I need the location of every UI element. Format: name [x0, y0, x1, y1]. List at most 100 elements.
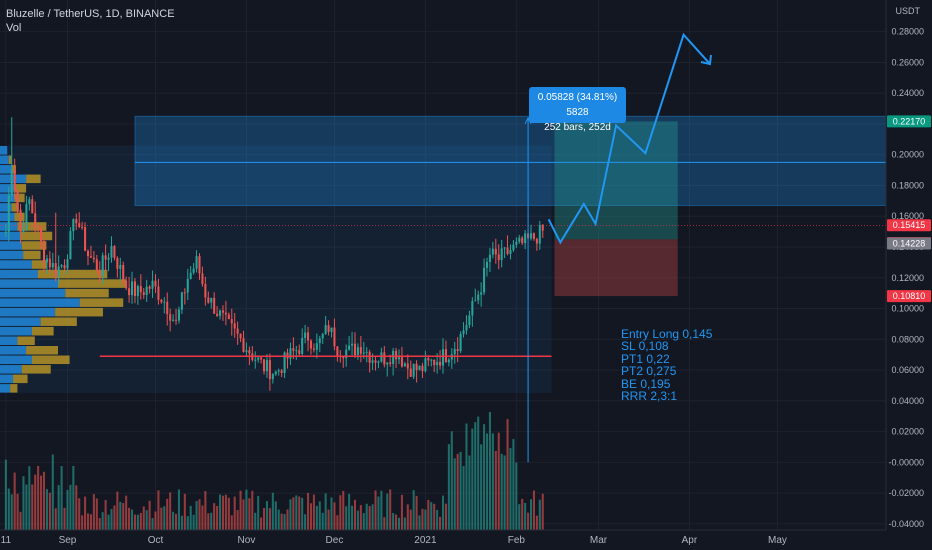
- volume-bar: [494, 450, 497, 530]
- volume-bar: [389, 489, 392, 530]
- candle: [535, 238, 538, 244]
- volume-profile-bar: [0, 365, 22, 374]
- candle: [342, 355, 345, 359]
- candle: [142, 292, 145, 295]
- volume-bar: [139, 512, 142, 530]
- candle: [10, 169, 13, 196]
- candle: [515, 241, 518, 245]
- volume-profile-bar: [0, 145, 8, 155]
- candle: [242, 338, 245, 352]
- volume-profile-bar: [13, 374, 28, 384]
- candle: [538, 224, 541, 244]
- candle: [324, 325, 327, 335]
- volume-bar: [28, 466, 31, 530]
- candle: [45, 258, 48, 263]
- candle: [216, 313, 219, 316]
- volume-bar: [380, 490, 383, 530]
- volume-bar: [230, 515, 233, 530]
- volume-bar: [242, 499, 245, 530]
- candle: [263, 359, 266, 372]
- candle: [128, 288, 131, 296]
- trade-note: SL 0,108: [621, 339, 669, 354]
- volume-profile-bar: [8, 155, 12, 165]
- volume-bar: [342, 490, 345, 530]
- y-tick-label: 0.10000: [891, 304, 924, 314]
- volume-profile-bar: [37, 269, 108, 279]
- trade-note: PT2 0,275: [621, 364, 677, 379]
- volume-bar: [503, 455, 506, 530]
- y-tick-label: 0.02000: [891, 427, 924, 437]
- candle: [42, 241, 46, 263]
- candle: [289, 348, 292, 359]
- candle: [268, 360, 271, 380]
- volume-profile-bar: [20, 231, 53, 241]
- volume-bar: [125, 495, 128, 530]
- volume-bar: [444, 503, 447, 530]
- volume-bar: [221, 495, 224, 530]
- volume-bar: [330, 497, 333, 530]
- candle: [92, 257, 95, 260]
- candle: [195, 256, 198, 269]
- volume-bar: [465, 423, 468, 530]
- volume-bar: [98, 518, 101, 530]
- volume-bar: [104, 499, 107, 530]
- candle: [427, 358, 430, 361]
- candle: [207, 297, 210, 303]
- volume-bar: [307, 492, 310, 530]
- volume-bar: [10, 494, 13, 530]
- candle: [192, 268, 195, 273]
- volume-bar: [436, 509, 439, 530]
- price-label: 0.10810: [893, 291, 926, 301]
- volume-profile-bar: [0, 269, 38, 279]
- candle: [312, 348, 315, 350]
- candle: [89, 256, 92, 258]
- volume-profile-bar: [21, 365, 51, 374]
- candle: [524, 233, 527, 244]
- volume-profile-bar: [40, 317, 77, 326]
- candle: [204, 284, 207, 298]
- volume-bar: [321, 512, 324, 530]
- volume-bar: [462, 466, 465, 530]
- volume-profile-bar: [11, 165, 16, 174]
- volume-profile-bar: [0, 184, 15, 193]
- volume-profile-bar: [0, 336, 18, 345]
- volume-bar: [356, 510, 359, 530]
- volume-bar: [474, 422, 477, 530]
- candle: [166, 301, 169, 315]
- volume-bar: [130, 509, 134, 530]
- volume-bar: [22, 476, 25, 530]
- projection-path: [547, 32, 711, 245]
- volume-bar: [227, 497, 230, 530]
- volume-bar: [512, 439, 515, 530]
- candle: [107, 257, 110, 260]
- measure-tooltip-line1: 0.05828 (34.81%) 5828: [537, 92, 618, 118]
- trade-notes: Entry Long 0,145 SL 0,108 PT1 0,22 PT2 0…: [621, 327, 713, 403]
- candle: [348, 345, 351, 350]
- candle: [415, 363, 418, 371]
- candle: [351, 343, 354, 346]
- candle: [4, 231, 7, 233]
- volume-profile-bar: [0, 317, 41, 326]
- candle: [474, 300, 477, 302]
- candle: [16, 190, 19, 210]
- volume-bar: [345, 506, 348, 530]
- candle: [488, 254, 491, 262]
- volume-bar: [459, 451, 462, 530]
- volume-bar: [7, 488, 10, 530]
- candle: [509, 250, 512, 254]
- candle: [66, 259, 69, 269]
- candle: [274, 371, 277, 375]
- volume-bar: [19, 511, 22, 530]
- trade-note: Entry Long 0,145: [621, 327, 713, 341]
- x-tick-label: Mar: [590, 535, 608, 546]
- volume-bar: [92, 494, 95, 530]
- volume-profile-bar: [0, 165, 12, 174]
- candle: [503, 247, 506, 249]
- volume-bar: [538, 499, 541, 530]
- candle: [201, 273, 204, 285]
- candle: [389, 362, 392, 364]
- volume-bar: [336, 515, 339, 530]
- y-tick-label: 0.20000: [891, 150, 924, 160]
- candle: [189, 272, 192, 279]
